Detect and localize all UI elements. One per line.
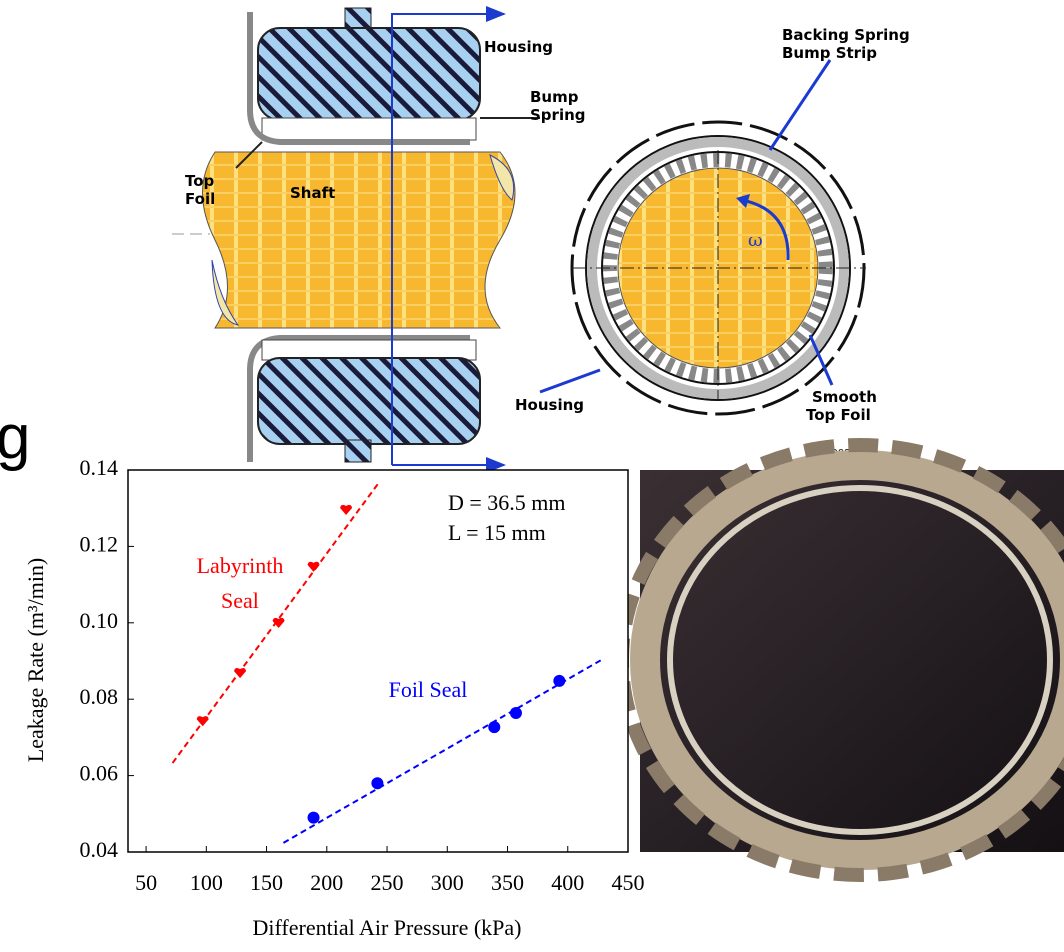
label: Smooth: [812, 388, 877, 406]
point: [234, 667, 247, 679]
annotation: D = 36.5 mm: [448, 490, 566, 515]
point: [553, 674, 566, 687]
chart: Differential Air Pressure (kPa) Leakage …: [23, 455, 644, 940]
y-tick-label: 0.10: [80, 608, 119, 633]
point: [509, 706, 522, 719]
point: [272, 617, 285, 629]
label: Top Foil: [806, 406, 871, 424]
label: Spring: [530, 106, 586, 124]
label: ω: [748, 230, 763, 251]
annotation: Seal: [221, 588, 259, 613]
x-tick-label: 200: [310, 870, 343, 895]
label: Housing: [515, 396, 584, 414]
label: Shaft: [290, 184, 335, 202]
x-tick-label: 150: [250, 870, 283, 895]
fit-line: [282, 658, 602, 844]
annotation: Labyrinth: [197, 553, 284, 578]
x-tick-label: 250: [371, 870, 404, 895]
plot-area: [127, 469, 629, 853]
y-tick-label: 0.06: [80, 761, 119, 786]
point: [307, 561, 320, 572]
y-axis-label: Leakage Rate (m³/min): [23, 558, 48, 763]
x-tick-label: 350: [491, 870, 524, 895]
x-tick-label: 400: [551, 870, 584, 895]
y-tick-label: 0.12: [80, 531, 119, 556]
x-axis-label: Differential Air Pressure (kPa): [252, 915, 521, 940]
label: Bump Strip: [782, 44, 877, 62]
x-tick-label: 100: [190, 870, 223, 895]
point: [307, 811, 320, 824]
annotation: L = 15 mm: [448, 520, 546, 545]
label: Foil: [185, 190, 215, 208]
x-tick-label: 450: [612, 870, 645, 895]
x-tick-label: 50: [135, 870, 157, 895]
foil-seal-cross-section: Housing Bump Spring Top Foil Shaft: [172, 6, 586, 473]
y-tick-label: 0.14: [80, 455, 119, 480]
point: [196, 716, 209, 727]
y-tick-label: 0.08: [80, 684, 119, 709]
point: [340, 504, 353, 515]
seal-photo: [615, 438, 1064, 882]
point: [371, 777, 384, 790]
slide-fragment: g: [0, 403, 30, 472]
x-tick-label: 300: [431, 870, 464, 895]
point: [488, 721, 501, 734]
label: Backing Spring: [782, 26, 910, 44]
label: Housing: [484, 38, 553, 56]
label: Bump: [530, 88, 579, 106]
y-tick-label: 0.04: [80, 837, 119, 862]
annotation: Foil Seal: [389, 677, 468, 702]
label: Top: [185, 172, 215, 190]
foil-seal-end-view: Backing Spring Bump Strip ω Housing Smoo…: [515, 26, 910, 459]
